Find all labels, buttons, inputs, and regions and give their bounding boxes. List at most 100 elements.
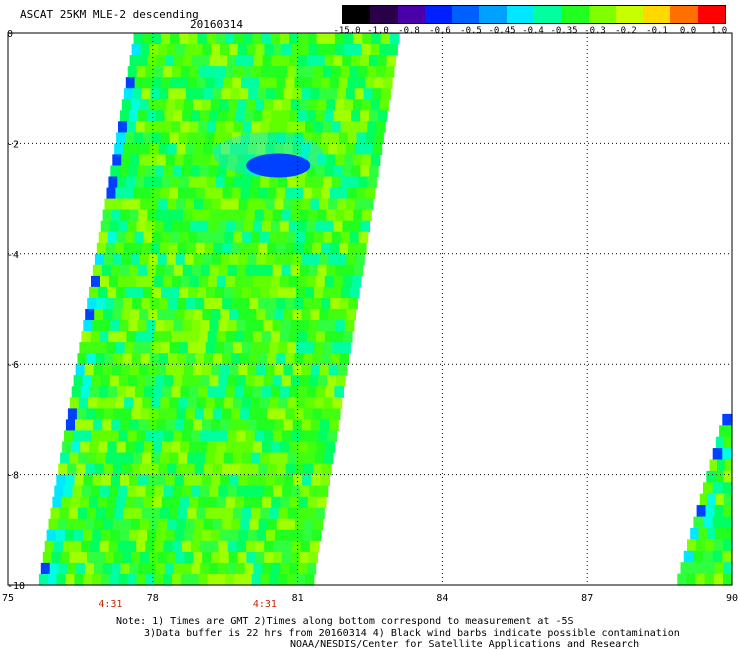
data-cell <box>79 496 90 509</box>
data-cell <box>351 165 361 178</box>
data-cell <box>247 474 258 487</box>
data-cell <box>344 44 354 56</box>
data-cell <box>115 397 125 409</box>
data-cell <box>255 44 265 56</box>
data-cell <box>140 463 150 476</box>
data-cell <box>154 485 165 498</box>
data-cell <box>200 540 210 553</box>
data-cell <box>194 408 205 420</box>
data-cell <box>317 209 327 222</box>
data-cell <box>144 386 154 398</box>
data-cell <box>346 198 356 211</box>
data-cell <box>78 452 88 465</box>
data-cell <box>121 463 132 476</box>
data-cell <box>230 143 240 155</box>
data-cell <box>240 187 250 200</box>
data-cell <box>303 298 313 310</box>
data-cell <box>253 562 263 575</box>
data-cell <box>203 463 214 476</box>
data-cell <box>314 452 325 465</box>
data-cell <box>58 463 68 476</box>
data-cell <box>241 77 251 89</box>
data-cell <box>197 33 208 45</box>
data-cell <box>331 121 342 133</box>
data-cell <box>331 66 342 78</box>
data-cell <box>314 397 325 409</box>
data-cell <box>318 430 328 442</box>
data-cell <box>210 99 221 111</box>
data-cell <box>187 507 198 520</box>
data-cell <box>83 529 93 542</box>
data-cell <box>127 220 138 233</box>
data-cell <box>712 550 723 563</box>
data-cell <box>229 529 240 542</box>
data-cell <box>145 66 155 78</box>
data-cell <box>219 551 230 564</box>
data-cell <box>256 419 267 431</box>
data-cell <box>157 253 168 266</box>
colorbar-label: -0.4 <box>522 26 544 36</box>
data-cell <box>267 77 278 89</box>
data-cell <box>299 375 310 387</box>
data-cell <box>218 375 228 387</box>
data-cell <box>98 496 108 509</box>
data-cell <box>173 55 184 67</box>
data-cell <box>108 331 118 343</box>
data-cell <box>63 485 74 498</box>
data-cell <box>331 231 342 244</box>
data-cell <box>239 88 249 100</box>
data-cell <box>233 507 243 520</box>
data-cell <box>345 143 356 155</box>
data-cell <box>53 540 64 553</box>
data-cell <box>251 121 262 133</box>
data-cell <box>114 143 124 155</box>
data-cell <box>200 320 211 332</box>
data-cell <box>381 88 391 100</box>
data-cell <box>697 562 707 575</box>
data-cell <box>204 353 214 365</box>
data-cell <box>328 88 338 100</box>
data-cell <box>107 386 118 398</box>
data-cell <box>290 99 301 111</box>
data-cell <box>205 132 215 144</box>
data-cell <box>249 298 259 310</box>
data-cell <box>335 320 346 332</box>
data-cell <box>305 397 316 409</box>
data-cell <box>177 242 188 255</box>
data-cell <box>169 342 180 354</box>
data-cell <box>167 143 178 155</box>
data-cell <box>271 562 281 575</box>
data-cell <box>174 474 185 487</box>
data-cell <box>101 264 112 277</box>
data-cell <box>222 463 232 476</box>
data-cell <box>238 529 249 542</box>
data-cell <box>696 539 706 552</box>
data-cell <box>274 88 285 100</box>
data-cell <box>283 309 293 321</box>
data-cell <box>163 165 174 178</box>
data-cell <box>296 121 306 133</box>
data-cell <box>74 574 84 586</box>
data-cell <box>80 441 90 454</box>
data-cell <box>185 518 196 531</box>
data-cell <box>275 529 285 542</box>
data-cell <box>289 441 299 454</box>
data-cell <box>142 132 153 144</box>
data-cell <box>287 574 297 586</box>
data-cell <box>72 540 82 553</box>
data-cell <box>313 463 323 476</box>
data-cell <box>304 518 314 531</box>
data-cell <box>280 496 291 509</box>
data-cell <box>296 231 306 244</box>
data-cell <box>139 309 149 321</box>
data-cell <box>118 375 129 387</box>
data-cell <box>283 364 294 376</box>
data-cell <box>284 529 294 542</box>
data-cell <box>65 474 76 487</box>
data-cell <box>171 441 181 454</box>
data-cell <box>202 198 213 211</box>
data-cell <box>165 209 175 222</box>
data-cell <box>137 375 147 387</box>
data-cell <box>377 55 388 67</box>
data-cell <box>279 331 290 343</box>
